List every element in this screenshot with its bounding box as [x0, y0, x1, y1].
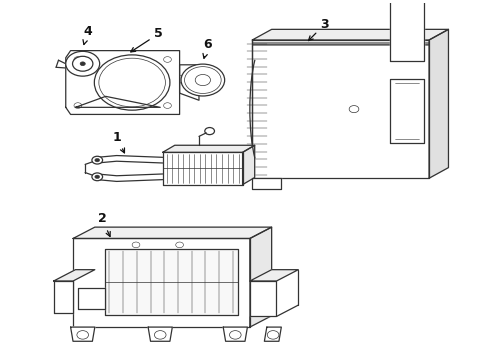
Circle shape [95, 175, 99, 179]
Polygon shape [243, 145, 255, 185]
Polygon shape [73, 238, 250, 327]
Polygon shape [252, 40, 429, 178]
Polygon shape [73, 227, 271, 238]
Circle shape [195, 75, 211, 86]
Text: 3: 3 [309, 18, 329, 41]
Circle shape [181, 64, 224, 96]
Circle shape [95, 55, 170, 110]
Polygon shape [250, 281, 276, 316]
Polygon shape [148, 327, 172, 341]
Text: 6: 6 [203, 38, 212, 58]
Polygon shape [429, 30, 448, 178]
Polygon shape [223, 327, 247, 341]
Polygon shape [104, 249, 238, 315]
Polygon shape [163, 152, 243, 185]
Polygon shape [265, 327, 281, 341]
Polygon shape [71, 327, 95, 341]
Text: 4: 4 [83, 25, 92, 45]
Polygon shape [53, 270, 95, 281]
Text: 1: 1 [112, 131, 124, 153]
Polygon shape [252, 178, 281, 189]
Polygon shape [180, 65, 199, 100]
Circle shape [95, 158, 99, 162]
Circle shape [92, 173, 102, 181]
Polygon shape [250, 227, 271, 327]
Circle shape [92, 156, 102, 164]
Polygon shape [250, 270, 298, 281]
Text: 2: 2 [98, 212, 110, 237]
Circle shape [80, 62, 85, 66]
Polygon shape [78, 288, 104, 309]
Polygon shape [391, 1, 424, 61]
Polygon shape [66, 51, 180, 114]
Polygon shape [252, 30, 448, 40]
Circle shape [66, 51, 99, 76]
Text: 5: 5 [131, 27, 163, 52]
Polygon shape [163, 145, 255, 152]
Circle shape [73, 56, 93, 71]
Polygon shape [53, 281, 73, 313]
Polygon shape [391, 79, 424, 143]
Circle shape [185, 67, 221, 94]
